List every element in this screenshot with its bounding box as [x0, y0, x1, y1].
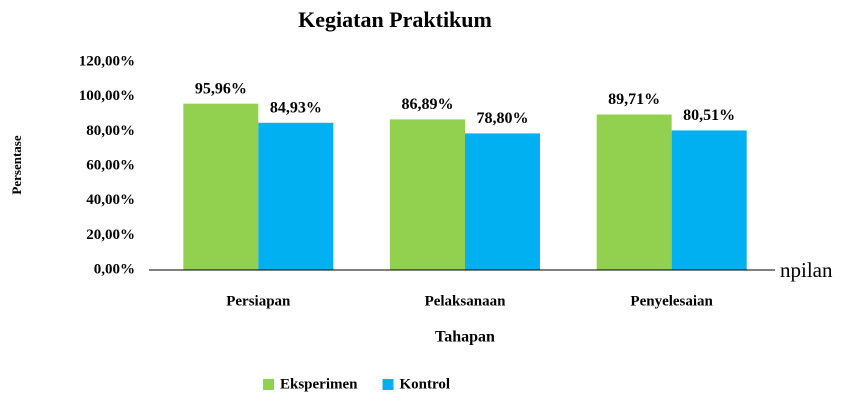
bar	[183, 103, 259, 270]
y-tick-label: 20,00%	[86, 227, 135, 243]
y-tick-label: 120,00%	[79, 53, 135, 69]
legend-label: Kontrol	[400, 376, 451, 392]
legend-swatch	[263, 379, 274, 390]
data-label: 84,93%	[270, 99, 322, 116]
x-tick-label: Penyelesaian	[630, 293, 713, 309]
bar	[596, 114, 672, 270]
x-tick-label: Pelaksanaan	[425, 293, 507, 309]
legend-label: Eksperimen	[280, 376, 358, 392]
data-label: 95,96%	[195, 80, 247, 97]
bar	[390, 119, 465, 271]
annotation: npilan	[780, 258, 833, 282]
bar	[465, 133, 540, 270]
data-label: 89,71%	[608, 91, 660, 108]
y-tick-label: 60,00%	[86, 157, 135, 173]
y-tick-label: 80,00%	[86, 123, 135, 139]
y-tick-label: 40,00%	[86, 192, 135, 208]
x-tick-label: Persiapan	[226, 293, 291, 309]
x-axis-label: Tahapan	[435, 329, 495, 346]
data-label: 80,51%	[683, 107, 735, 124]
chart-title: Kegiatan Praktikum	[298, 7, 492, 32]
y-tick-label: 0,00%	[94, 261, 135, 277]
bar	[671, 130, 747, 270]
y-axis-label: Persentase	[9, 135, 24, 194]
data-label: 78,80%	[477, 110, 529, 127]
legend-swatch	[382, 379, 394, 390]
y-tick-label: 100,00%	[79, 88, 135, 104]
data-label: 86,89%	[402, 96, 454, 113]
bar	[258, 122, 334, 271]
